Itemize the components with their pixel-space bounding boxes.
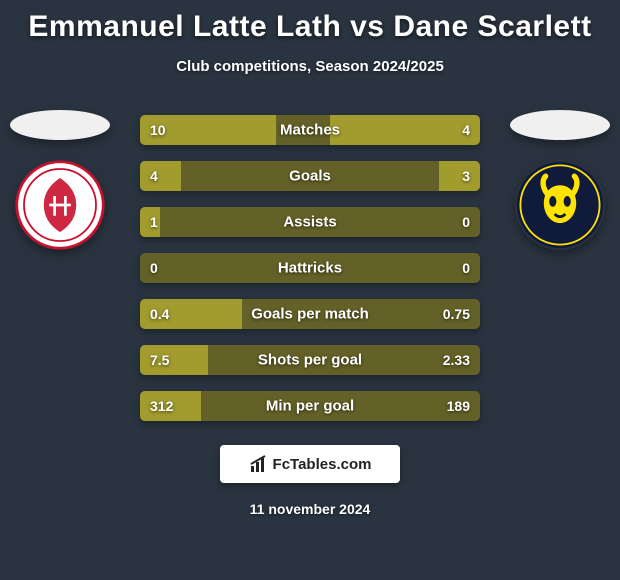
bar-label: Goals per match bbox=[140, 306, 480, 323]
stat-bar-row: 00Hattricks bbox=[140, 253, 480, 283]
player-silhouette-placeholder bbox=[510, 110, 610, 140]
right-team-crest bbox=[515, 160, 605, 250]
subtitle: Club competitions, Season 2024/2025 bbox=[0, 58, 620, 75]
stat-bar-row: 43Goals bbox=[140, 161, 480, 191]
stat-bar-row: 312189Min per goal bbox=[140, 391, 480, 421]
middlesbrough-crest-icon bbox=[15, 160, 105, 250]
right-player-column bbox=[510, 110, 610, 250]
stat-bar-row: 10Assists bbox=[140, 207, 480, 237]
stat-bar-row: 104Matches bbox=[140, 115, 480, 145]
brand-text: FcTables.com bbox=[273, 456, 372, 473]
bar-label: Hattricks bbox=[140, 260, 480, 277]
page-title: Emmanuel Latte Lath vs Dane Scarlett bbox=[0, 0, 620, 44]
bar-label: Min per goal bbox=[140, 398, 480, 415]
bar-label: Assists bbox=[140, 214, 480, 231]
player-silhouette-placeholder bbox=[10, 110, 110, 140]
bar-label: Goals bbox=[140, 168, 480, 185]
left-player-column bbox=[10, 110, 110, 250]
brand-logo: FcTables.com bbox=[220, 445, 400, 483]
date-text: 11 november 2024 bbox=[0, 501, 620, 517]
oxford-united-crest-icon bbox=[515, 160, 605, 250]
stat-bars: 104Matches 43Goals 10Assists 00Hattricks 0.4… bbox=[140, 115, 480, 421]
bar-label: Matches bbox=[140, 122, 480, 139]
left-team-crest bbox=[15, 160, 105, 250]
fctables-logo-icon bbox=[249, 454, 269, 474]
bar-label: Shots per goal bbox=[140, 352, 480, 369]
comparison-panel: 104Matches 43Goals 10Assists 00Hattricks 0.4… bbox=[0, 115, 620, 421]
stat-bar-row: 7.52.33Shots per goal bbox=[140, 345, 480, 375]
stat-bar-row: 0.40.75Goals per match bbox=[140, 299, 480, 329]
